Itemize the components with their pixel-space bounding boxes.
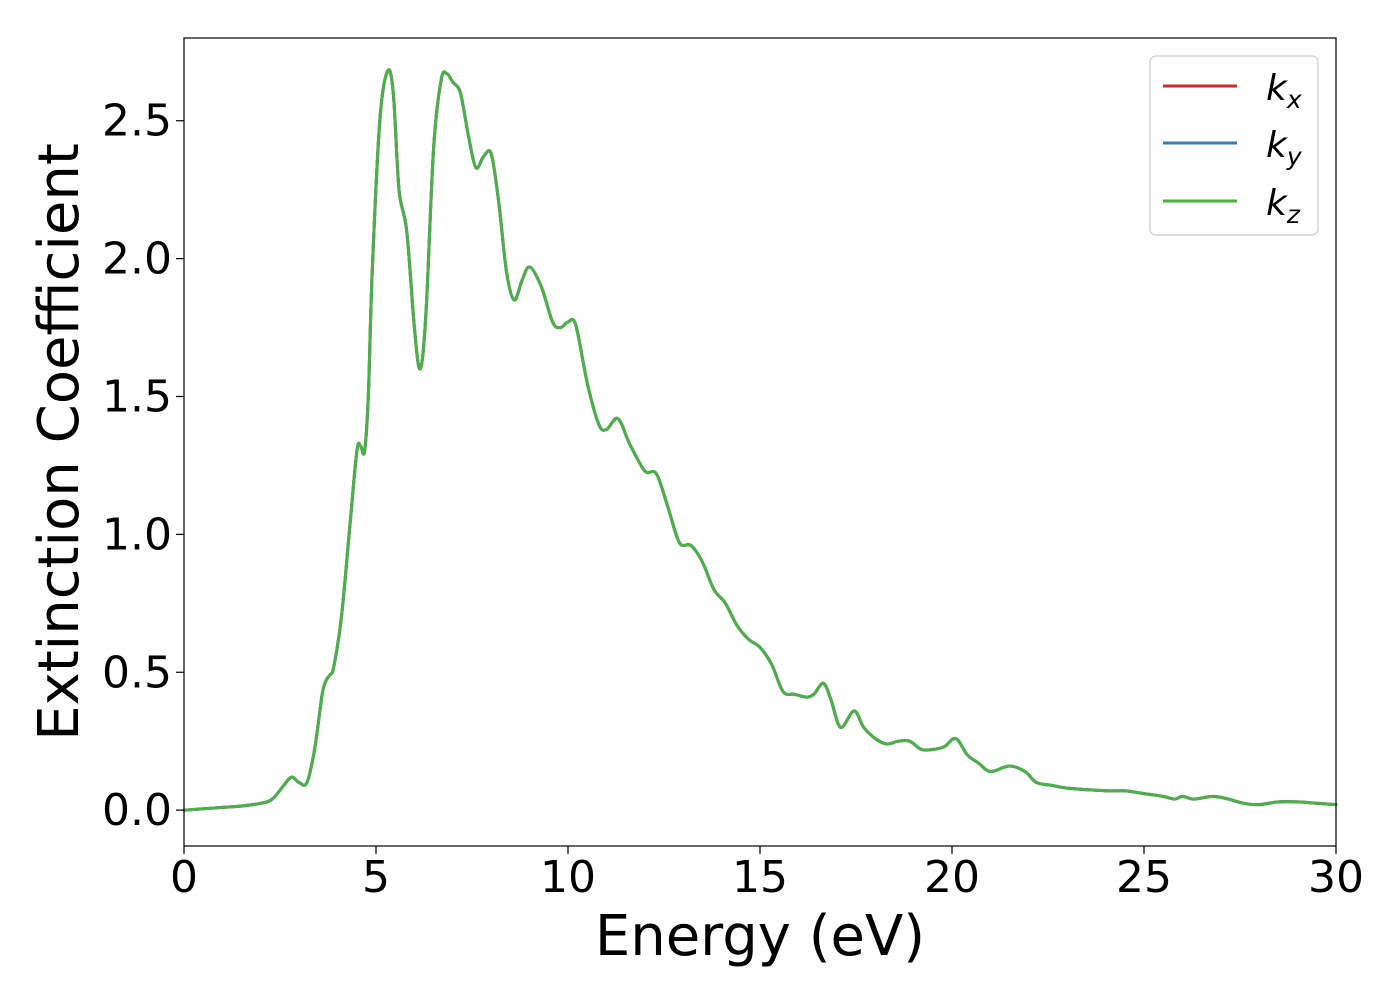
- series-line-kz: [182, 68, 1338, 812]
- x-ticks: 0 5 10 15 20 25 30: [170, 846, 1364, 903]
- x-tick-label: 15: [732, 852, 788, 903]
- x-tick-label: 30: [1308, 852, 1364, 903]
- legend-label-kz: kz: [1266, 183, 1301, 229]
- x-tick-label: 10: [540, 852, 596, 903]
- y-tick-label: 0.0: [102, 785, 172, 836]
- x-tick-label: 5: [362, 852, 390, 903]
- legend-label-kx: kx: [1266, 68, 1302, 114]
- y-tick-label: 1.5: [102, 371, 172, 422]
- y-tick-label: 1.0: [102, 509, 172, 560]
- x-tick-label: 20: [924, 852, 980, 903]
- series-layer: [182, 68, 1338, 812]
- x-tick-label: 0: [170, 852, 198, 903]
- y-ticks: 0.0 0.5 1.0 1.5 2.0 2.5: [102, 96, 184, 836]
- legend: kx ky kz: [1149, 55, 1319, 236]
- y-tick-label: 2.0: [102, 234, 172, 285]
- x-tick-label: 25: [1116, 852, 1172, 903]
- x-axis-label: Energy (eV): [595, 904, 925, 969]
- y-tick-label: 0.5: [102, 647, 172, 698]
- legend-box: [1149, 55, 1319, 236]
- legend-label-ky: ky: [1266, 125, 1303, 171]
- y-tick-label: 2.5: [102, 96, 172, 147]
- y-axis-label: Extinction Coefficient: [27, 143, 92, 741]
